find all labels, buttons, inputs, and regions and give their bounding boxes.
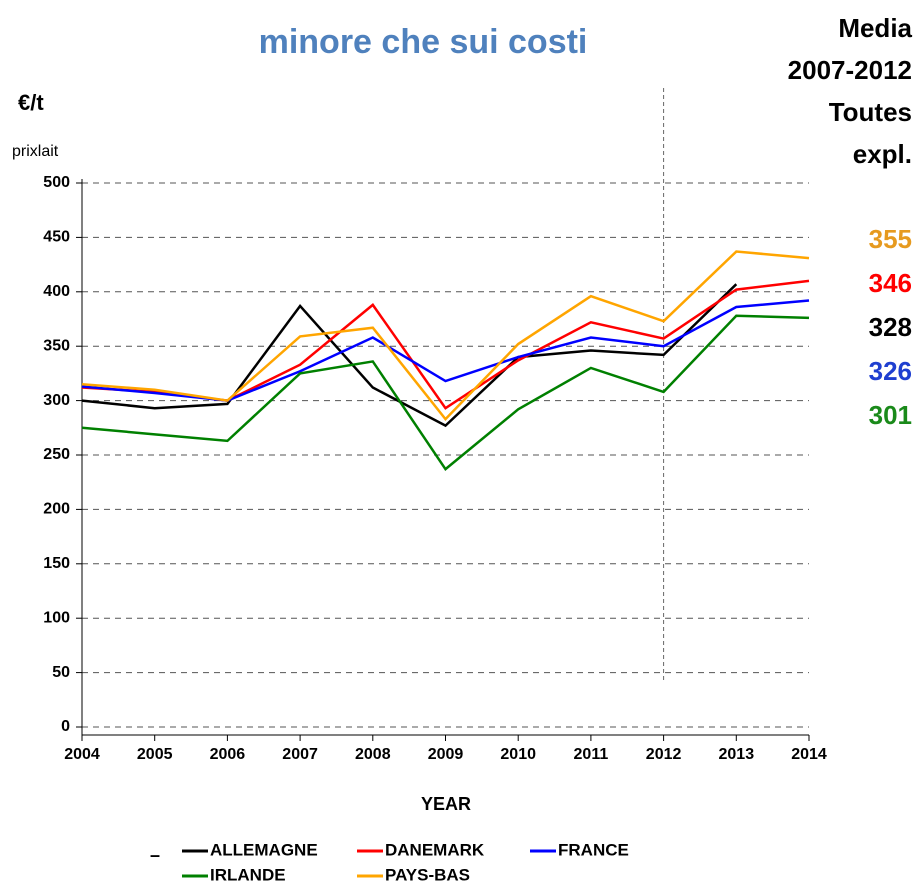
annotation-heading: 2007-2012 [788, 55, 912, 85]
x-axis-label: YEAR [421, 794, 471, 814]
data-line [81, 279, 810, 410]
x-tick-label: 2014 [791, 746, 827, 763]
chart-title: minore che sui costi [259, 23, 588, 61]
data-line [81, 250, 810, 421]
x-tick-label: 2011 [574, 746, 609, 763]
legend-label: DANEMARK [385, 840, 485, 859]
x-tick-label: 2005 [137, 746, 173, 763]
legend-prefix: – [150, 845, 160, 865]
y-tick-label: 300 [43, 392, 70, 409]
y-unit: €/t [18, 90, 44, 115]
x-tick-label: 2008 [355, 746, 391, 763]
x-tick-label: 2007 [282, 746, 318, 763]
y-axis-label: prixlait [12, 143, 59, 160]
x-tick-label: 2006 [210, 746, 246, 763]
legend-label: ALLEMAGNE [210, 840, 318, 859]
y-tick-label: 450 [43, 229, 70, 246]
annotation-heading: Toutes [829, 97, 912, 127]
y-tick-label: 200 [43, 501, 70, 518]
y-tick-label: 100 [43, 609, 70, 626]
legend-label: IRLANDE [210, 865, 286, 884]
y-tick-label: 50 [52, 664, 70, 681]
annotation-value: 355 [869, 224, 912, 254]
x-tick-label: 2010 [500, 746, 536, 763]
annotation-value: 328 [869, 312, 912, 342]
legend-label: FRANCE [558, 840, 629, 859]
x-tick-label: 2009 [428, 746, 464, 763]
annotation-heading: Media [838, 13, 912, 43]
legend-label: PAYS-BAS [385, 865, 470, 884]
annotation-value: 301 [869, 400, 912, 430]
y-tick-label: 500 [43, 174, 70, 191]
data-line [81, 314, 810, 471]
y-tick-label: 250 [43, 446, 70, 463]
y-tick-label: 400 [43, 283, 70, 300]
y-tick-label: 150 [43, 555, 70, 572]
data-line [81, 283, 738, 428]
annotation-value: 346 [869, 268, 912, 298]
annotation-heading: expl. [853, 139, 912, 169]
x-tick-label: 2004 [64, 746, 100, 763]
x-tick-label: 2012 [646, 746, 682, 763]
annotation-value: 326 [869, 356, 912, 386]
y-tick-label: 350 [43, 337, 70, 354]
x-tick-label: 2013 [719, 746, 755, 763]
y-tick-label: 0 [61, 718, 70, 735]
